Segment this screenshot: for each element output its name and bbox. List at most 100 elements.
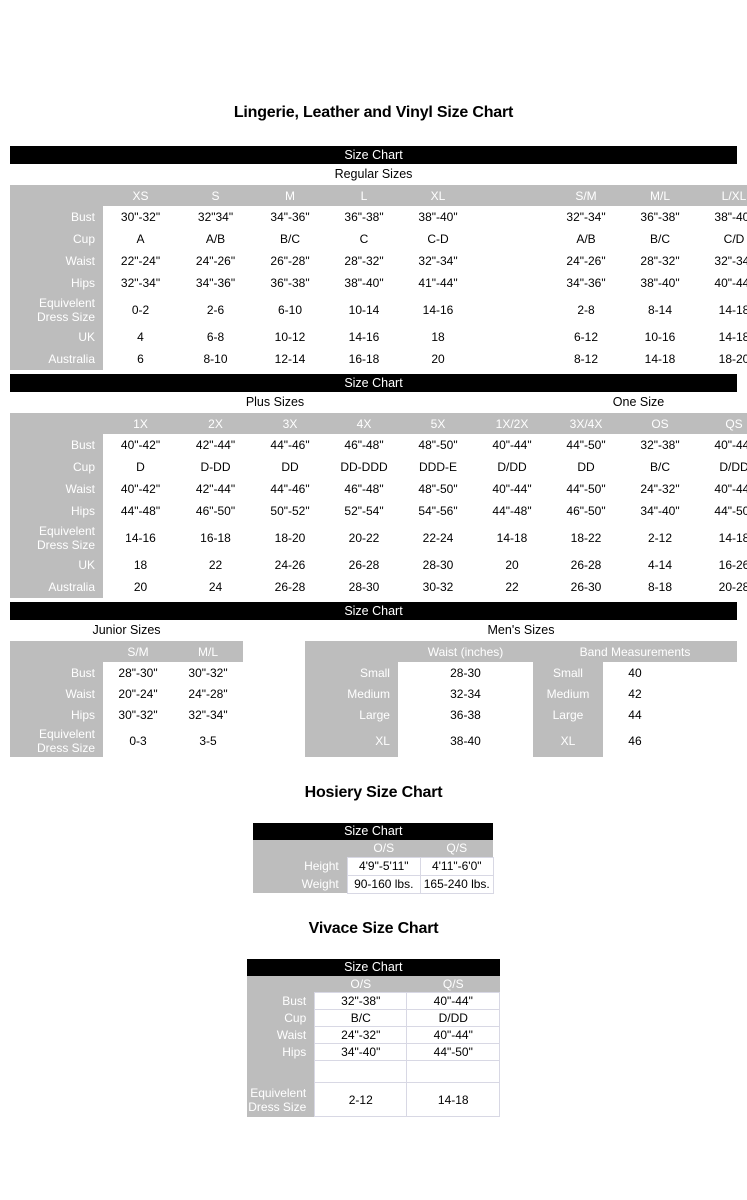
cell-spacer [475, 206, 549, 228]
table-row: Hips 30"-32" 32"-34" [10, 704, 243, 725]
hosiery-size-table: Size Chart O/S Q/S Height 4'9"-5'11" 4'1… [253, 823, 494, 894]
cell: 30"-32" [173, 662, 243, 683]
cell: 32"-38" [623, 434, 697, 456]
cell: 48"-50" [401, 434, 475, 456]
table-row: Hips 32"-34" 34"-36" 36"-38" 38"-40" 41"… [10, 272, 747, 294]
table-row: Equivelent Dress Size 14-16 16-18 18-20 … [10, 522, 747, 554]
table-row: Equivelent Dress Size 2-12 14-18 [246, 1082, 501, 1117]
cell: 40"-44" [406, 1026, 501, 1044]
cell: 41"-44" [401, 272, 475, 294]
cell: 4'9"-5'11" [346, 856, 421, 876]
cell: 40"-44" [697, 478, 747, 500]
cell: 52"-54" [327, 500, 401, 522]
cell-waist: 32-34 [397, 683, 533, 704]
cell: 6-10 [253, 294, 327, 326]
hosiery-bar-row: Size Chart [253, 823, 494, 840]
cell: 46"-50" [178, 500, 253, 522]
group-label-regular-sizes: Regular Sizes [334, 167, 413, 181]
cell: 18-20 [697, 348, 747, 370]
table-row: Small 28-30 Small 40 [304, 662, 737, 683]
corner-cell [10, 185, 103, 206]
col-header-3x4x: 3X/4X [549, 413, 623, 434]
cell: 42"-44" [178, 478, 253, 500]
cell: 32"-34" [549, 206, 623, 228]
cell: D/DD [697, 456, 747, 478]
junior-sizes-table: S/M M/L Bust 28"-30" 30"-32" Waist 20"-2… [10, 641, 243, 757]
col-header-spacer [475, 185, 549, 206]
table-row: Medium 32-34 Medium 42 [304, 683, 737, 704]
corner-cell [246, 975, 315, 993]
cell: 46"-50" [549, 500, 623, 522]
cell-spacer [475, 326, 549, 348]
table-row: Cup B/C D/DD [246, 1009, 501, 1027]
cell: DD [549, 456, 623, 478]
plus-sizes-block: Size Chart Plus Sizes One Size 1X 2X 3X … [10, 374, 747, 598]
row-label-equivalent-dress-size: Equivelent Dress Size [10, 294, 103, 326]
cell: 26-28 [327, 554, 401, 576]
cell: 18-20 [253, 522, 327, 554]
table-row: Height 4'9"-5'11" 4'11"-6'0" [253, 856, 494, 876]
cell: 20-28 [697, 576, 747, 598]
table-row: Cup A A/B B/C C C-D A/B B/C C/D [10, 228, 747, 250]
cell-waist: 28-30 [397, 662, 533, 683]
cell: 50"-52" [253, 500, 327, 522]
cell-band: 40 [602, 662, 667, 683]
group-spacer [243, 620, 305, 641]
hosiery-table-wrap: Size Chart O/S Q/S Height 4'9"-5'11" 4'1… [0, 823, 747, 894]
junior-mens-row: S/M M/L Bust 28"-30" 30"-32" Waist 20"-2… [10, 641, 737, 757]
col-header-sm: S/M [549, 185, 623, 206]
row-label-cup: Cup [10, 456, 103, 478]
cell: 165-240 lbs. [419, 874, 494, 894]
cell-pad [666, 704, 737, 725]
cell: DDD-E [401, 456, 475, 478]
band-label-small: Small [532, 662, 603, 683]
cell: 40"-42" [103, 478, 178, 500]
regular-sizes-block: Size Chart Regular Sizes XS S M L XL S/M… [10, 146, 747, 370]
row-label-hips: Hips [246, 1043, 315, 1061]
col-header-s: S [178, 185, 253, 206]
cell: 44"-46" [253, 434, 327, 456]
col-header-junior-sm: S/M [103, 641, 173, 662]
col-header-xs: XS [103, 185, 178, 206]
table-row: Waist 24"-32" 40"-44" [246, 1026, 501, 1044]
table-row: Waist 20"-24" 24"-28" [10, 683, 243, 704]
cell: 14-16 [401, 294, 475, 326]
col-header-band-measurements: Band Measurements [532, 641, 737, 662]
table-row: UK 18 22 24-26 26-28 28-30 20 26-28 4-14… [10, 554, 747, 576]
size-chart-bar-junior-mens: Size Chart [10, 602, 737, 620]
row-label-cup: Cup [246, 1009, 315, 1027]
col-header-hosiery-qs: Q/S [420, 840, 494, 857]
cell: 40"-44" [697, 434, 747, 456]
cell: 44"-50" [549, 434, 623, 456]
cell: 4-14 [623, 554, 697, 576]
cell: 14-18 [697, 326, 747, 348]
mens-sizes-table: Waist (inches) Band Measurements Small 2… [304, 641, 737, 757]
table-row: UK 4 6-8 10-12 14-16 18 6-12 10-16 14-18 [10, 326, 747, 348]
cell-spacer [475, 294, 549, 326]
page-title-vivace: Vivace Size Chart [308, 919, 439, 937]
cell: 34"-36" [253, 206, 327, 228]
row-label-australia: Australia [10, 348, 103, 370]
cell: 22"-24" [103, 250, 178, 272]
cell: DD [253, 456, 327, 478]
cell: C [327, 228, 401, 250]
table-row: Hips 34"-40" 44"-50" [246, 1043, 501, 1061]
cell: 3-5 [173, 725, 243, 757]
table-row: Equivelent Dress Size 0-3 3-5 [10, 725, 243, 757]
cell: 26-30 [549, 576, 623, 598]
cell: A/B [178, 228, 253, 250]
cell: 34"-36" [549, 272, 623, 294]
cell: 30"-32" [103, 206, 178, 228]
vivace-size-table: Size Chart O/S Q/S Bust 32"-38" 40"-44" … [246, 958, 501, 1117]
vivace-table-wrap: Size Chart O/S Q/S Bust 32"-38" 40"-44" … [0, 958, 747, 1117]
cell: 28-30 [401, 554, 475, 576]
col-header-qs: QS [697, 413, 747, 434]
cell: 32"-34" [401, 250, 475, 272]
cell: 54"-56" [401, 500, 475, 522]
cell: 6 [103, 348, 178, 370]
cell: 32"-34" [697, 250, 747, 272]
band-label-large: Large [532, 704, 603, 725]
col-header-hosiery-os: O/S [347, 840, 421, 857]
band-label-medium: Medium [532, 683, 603, 704]
row-label-blank [246, 1060, 315, 1083]
